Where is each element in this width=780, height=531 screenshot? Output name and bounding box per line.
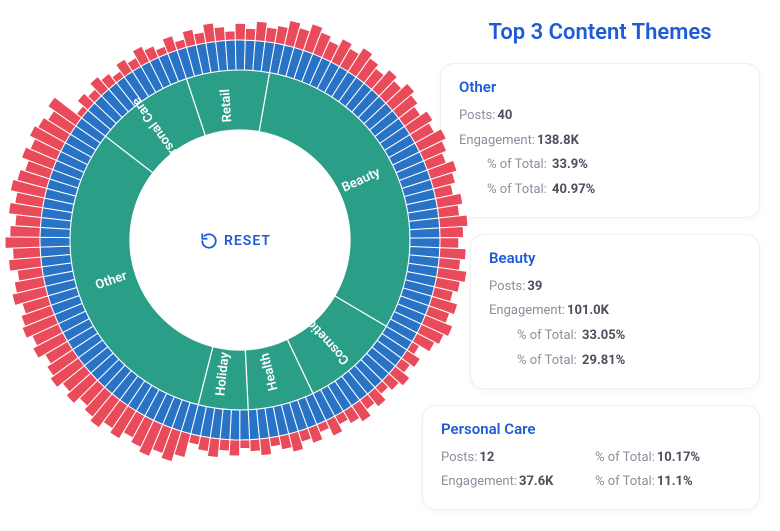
stat-value: 40 (497, 104, 512, 129)
outer-slice[interactable] (269, 436, 281, 447)
reset-icon (200, 232, 218, 250)
stat-value: 10.17% (657, 446, 700, 471)
outer-slice[interactable] (250, 439, 261, 452)
outer-slice[interactable] (225, 31, 236, 41)
stat-label: Posts: (489, 275, 525, 300)
right-panel: Top 3 Content Themes OtherPosts: 40Engag… (440, 0, 780, 531)
stat-label: % of Total: (595, 470, 655, 495)
sector-label: Retail (218, 88, 235, 122)
card-title: Beauty (489, 249, 741, 267)
middle-slice[interactable] (410, 238, 440, 248)
middle-slice[interactable] (225, 40, 236, 70)
pct-row-pct1: % of Total: 33.05% (489, 324, 741, 349)
panel-title: Top 3 Content Themes (440, 20, 760, 45)
stat-value: 138.8K (537, 129, 579, 154)
theme-card: BeautyPosts: 39Engagement: 101.0K% of To… (470, 234, 760, 389)
outer-slice[interactable] (245, 28, 256, 40)
stat-value: 101.0K (567, 299, 609, 324)
stat-label: Engagement: (489, 299, 565, 324)
stat-label: % of Total: (487, 182, 547, 197)
card-title: Personal Care (441, 420, 741, 438)
stat-value: 11.1% (657, 470, 693, 495)
stat-label: % of Total: (517, 353, 577, 368)
pct-row-pct1: % of Total: 33.9% (459, 153, 741, 178)
outer-slice[interactable] (265, 27, 277, 43)
stat-value: 12 (479, 446, 494, 471)
card-title: Other (459, 78, 741, 96)
pct-row-pct2: % of Total: 29.81% (489, 349, 741, 374)
stat-label: % of Total: (595, 446, 655, 471)
card-grid: Posts: 12% of Total: 10.17%Engagement: 3… (441, 446, 741, 495)
stat-label: % of Total: (517, 328, 577, 343)
stat-value: 29.81% (579, 353, 625, 368)
stat-value: 33.05% (579, 328, 625, 343)
reset-button[interactable]: RESET (200, 232, 271, 250)
stat-value: 37.6K (519, 470, 553, 495)
middle-slice[interactable] (410, 228, 440, 238)
middle-slice[interactable] (235, 40, 245, 70)
stat-row-posts: Posts: 40 (459, 104, 741, 129)
stat-value: 40.97% (549, 182, 595, 197)
stat-value: 39 (527, 275, 542, 300)
pct-row-pct2: % of Total: 40.97% (459, 178, 741, 203)
stat-label: % of Total: (487, 157, 547, 172)
reset-label: RESET (224, 233, 271, 249)
middle-slice[interactable] (40, 237, 70, 247)
stat-row-posts: Posts: 39 (489, 275, 741, 300)
sunburst-chart: BeautyCosmeticHealthHolidayOtherPersonal… (0, 0, 440, 480)
outer-slice[interactable] (240, 440, 250, 449)
outer-slice[interactable] (229, 440, 240, 456)
stat-row-engagement: Engagement: 101.0K (489, 299, 741, 324)
stat-row-pct2: % of Total: 11.1% (595, 470, 741, 495)
outer-slice[interactable] (214, 27, 226, 42)
outer-slice[interactable] (440, 238, 459, 249)
stat-row-pct1: % of Total: 10.17% (595, 446, 741, 471)
outer-slice[interactable] (440, 226, 464, 237)
theme-card: OtherPosts: 40Engagement: 138.8K% of Tot… (440, 63, 760, 218)
outer-slice[interactable] (259, 438, 271, 456)
outer-slice[interactable] (235, 23, 246, 40)
middle-slice[interactable] (240, 410, 250, 440)
stat-value: 33.9% (549, 157, 588, 172)
outer-slice[interactable] (5, 237, 40, 249)
stat-row-engagement: Engagement: 138.8K (459, 129, 741, 154)
outer-slice[interactable] (13, 247, 41, 259)
outer-slice[interactable] (219, 439, 230, 451)
